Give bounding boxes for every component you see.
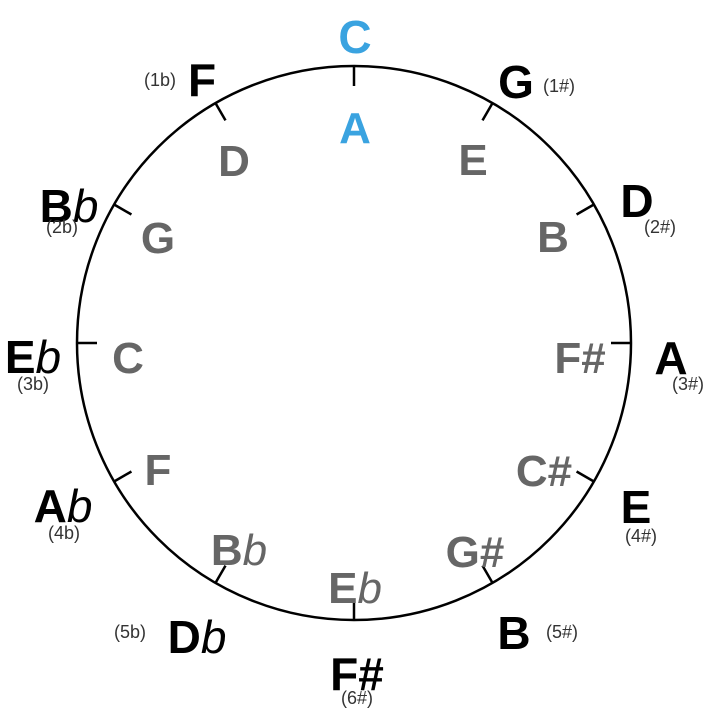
major-key-label: Db	[168, 611, 227, 663]
key-signature-label: (3#)	[672, 374, 704, 394]
major-key-label: F	[188, 54, 216, 106]
major-key-label: Ab	[34, 480, 93, 532]
key-signature-label: (6#)	[341, 688, 373, 708]
tick-mark	[575, 203, 595, 216]
minor-key-label: A	[339, 104, 371, 153]
major-key-label: D	[620, 175, 653, 227]
major-key-label: A	[654, 332, 687, 384]
key-signature-label: (1b)	[144, 70, 176, 90]
minor-key-label: C	[112, 334, 144, 383]
minor-key-label: Eb	[328, 564, 382, 613]
minor-key-label: F	[145, 446, 172, 495]
key-signature-label: (3b)	[17, 374, 49, 394]
major-key-label: F#	[330, 648, 384, 700]
tick-mark	[113, 203, 133, 216]
key-signature-label: (4#)	[625, 526, 657, 546]
key-signature-label: (5#)	[546, 622, 578, 642]
major-key-label: Eb	[5, 331, 61, 383]
key-signature-label: (2b)	[46, 217, 78, 237]
tick-mark	[214, 102, 227, 122]
tick-mark	[113, 470, 133, 483]
minor-key-label: G	[141, 214, 175, 263]
minor-key-label: Bb	[211, 526, 267, 575]
tick-mark	[481, 564, 494, 584]
major-key-label: G	[498, 56, 534, 108]
tick-marks	[77, 66, 631, 620]
tick-mark	[214, 564, 227, 584]
minor-key-label: E	[458, 136, 487, 185]
key-signature-label: (4b)	[48, 523, 80, 543]
key-signature-label: (1#)	[543, 76, 575, 96]
major-key-label: C	[338, 11, 371, 63]
major-key-label: Bb	[40, 180, 99, 232]
major-key-label: B	[497, 607, 530, 659]
tick-mark	[481, 102, 494, 122]
tick-mark	[575, 470, 595, 483]
minor-key-label: G#	[446, 528, 505, 577]
key-signature-label: (5b)	[114, 622, 146, 642]
minor-key-label: F#	[554, 334, 605, 383]
key-signature-label: (2#)	[644, 217, 676, 237]
minor-key-label: B	[537, 213, 569, 262]
minor-key-label: C#	[516, 447, 572, 496]
major-key-label: E	[621, 481, 652, 533]
minor-key-label: D	[218, 137, 250, 186]
